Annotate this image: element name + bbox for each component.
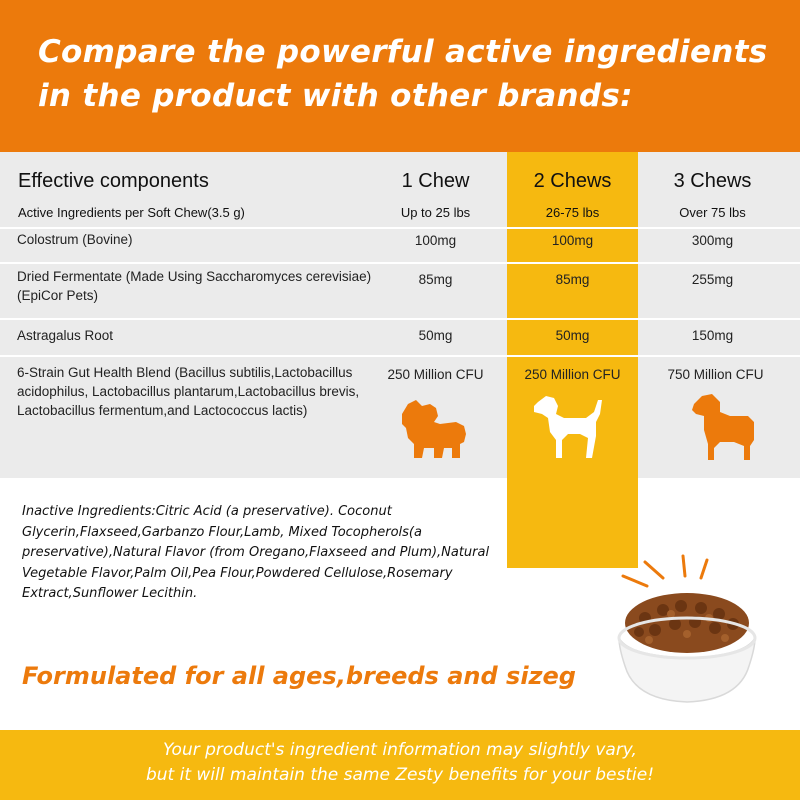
table-cell: 250 Million CFU [524,367,621,382]
column-weight-3: Over 75 lbs [679,205,746,220]
large-dog-icon [692,394,754,460]
table-cell: 85mg [418,272,453,287]
inactive-ingredients: Inactive Ingredients:Citric Acid (a pres… [22,502,492,605]
table-cell: 150mg [691,328,734,343]
column-weight-1: Up to 25 lbs [400,205,471,220]
column-header-3-chews: 3 Chews [673,170,752,192]
row-divider [0,262,800,264]
header-title-line-1: Compare the powerful active ingredients [38,34,768,70]
row-divider [0,355,800,357]
inactive-ingredients-label: Inactive Ingredients: [22,504,156,519]
row-label-gut-health-blend: 6-Strain Gut Health Blend (Bacillus subt… [17,365,360,418]
footer-line-1: Your product's ingredient information ma… [163,740,637,760]
dog-food-bowl-icon [617,554,757,703]
table-cell: 750 Million CFU [667,367,764,382]
row-divider [0,227,800,229]
header-title-line-2: in the product with other brands: [38,78,633,114]
table-title: Effective components [18,170,209,192]
table-cell: 255mg [691,272,734,287]
small-dog-icon [534,396,602,458]
table-cell: 85mg [555,272,590,287]
highlight-column [507,152,638,568]
table-cell: 100mg [414,233,457,248]
table-cell: 50mg [555,328,590,343]
bulldog-icon [402,400,466,458]
row-label-colostrum: Colostrum (Bovine) [17,232,133,247]
comparison-table [0,152,800,478]
inactive-ingredients-text: Citric Acid (a preservative). Coconut Gl… [22,504,490,601]
table-cell: 300mg [691,233,734,248]
table-subtitle: Active Ingredients per Soft Chew(3.5 g) [18,205,245,220]
row-label-dried-fermentate: Dried Fermentate (Made Using Saccharomyc… [17,269,372,303]
table-cell: 50mg [418,328,453,343]
footer-line-2: but it will maintain the same Zesty bene… [145,765,655,785]
row-divider [0,318,800,320]
footer-banner: Your product's ingredient information ma… [0,730,800,800]
column-weight-2: 26-75 lbs [545,205,600,220]
column-header-2-chews: 2 Chews [533,170,612,192]
column-header-1-chew: 1 Chew [401,170,470,192]
table-cell: 250 Million CFU [387,367,484,382]
tagline: Formulated for all ages,breeds and sizeg [22,662,576,690]
header-banner: Compare the powerful active ingredients … [0,0,800,152]
row-label-astragalus: Astragalus Root [17,328,114,343]
table-cell: 100mg [551,233,594,248]
